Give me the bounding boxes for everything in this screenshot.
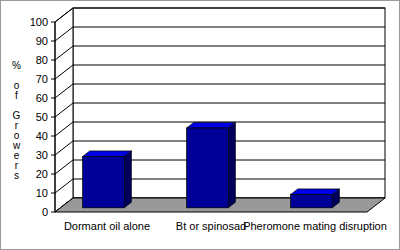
- bar: [187, 128, 229, 208]
- tick-mark: [51, 41, 55, 42]
- tick-label: 50: [36, 111, 48, 123]
- tick-label: 100: [30, 16, 48, 28]
- grid-line: [55, 103, 73, 117]
- tick-mark: [51, 60, 55, 61]
- tick-label: 40: [36, 130, 48, 142]
- category-label: Bt or spinosad: [176, 220, 246, 232]
- tick-mark: [51, 193, 55, 194]
- grid-line: [73, 8, 385, 9]
- grid-line: [55, 46, 73, 60]
- category-label: Pheromone mating disruption: [243, 220, 387, 232]
- bar-side: [228, 122, 235, 207]
- y-axis-label: % of Growers: [10, 60, 22, 180]
- tick-mark: [51, 22, 55, 23]
- grid-line: [55, 27, 73, 41]
- grid-line: [73, 65, 385, 66]
- tick-mark: [51, 136, 55, 137]
- tick-label: 80: [36, 54, 48, 66]
- tick-label: 20: [36, 168, 48, 180]
- tick-label: 60: [36, 92, 48, 104]
- tick-mark: [51, 98, 55, 99]
- chart-svg: 0 10 20 30 40 50 60 70 80 90 100 Dormant oil alone B…: [0, 0, 400, 250]
- grid-line: [73, 46, 385, 47]
- bar: [291, 195, 333, 208]
- bar-top: [291, 189, 340, 195]
- tick-label: 10: [36, 187, 48, 199]
- bar-top: [187, 122, 236, 128]
- grid-line: [55, 84, 73, 98]
- grid-line: [73, 103, 385, 104]
- grid-line: [55, 179, 73, 193]
- side-wall: [55, 8, 73, 212]
- grid-line: [55, 8, 73, 22]
- grid-line: [55, 160, 73, 174]
- tick-mark: [51, 79, 55, 80]
- tick-label: 30: [36, 149, 48, 161]
- bar-side: [124, 151, 131, 208]
- grid-line: [55, 122, 73, 136]
- grid-line: [55, 65, 73, 79]
- chart: {"chart_data": {"type": "bar", "categori…: [0, 0, 400, 250]
- chart-border: [1, 1, 400, 250]
- tick-mark: [51, 155, 55, 156]
- category-label: Dormant oil alone: [64, 220, 150, 232]
- bars: [83, 122, 340, 207]
- tick-label: 90: [36, 35, 48, 47]
- tick-label: 70: [36, 73, 48, 85]
- tick-mark: [51, 174, 55, 175]
- bar: [83, 157, 125, 208]
- tick-label: 0: [42, 206, 48, 218]
- bar-top: [83, 151, 132, 157]
- grid-line: [73, 84, 385, 85]
- grid-line: [55, 141, 73, 155]
- tick-mark: [51, 117, 55, 118]
- grid-line: [73, 27, 385, 28]
- y-axis-line: [55, 22, 56, 212]
